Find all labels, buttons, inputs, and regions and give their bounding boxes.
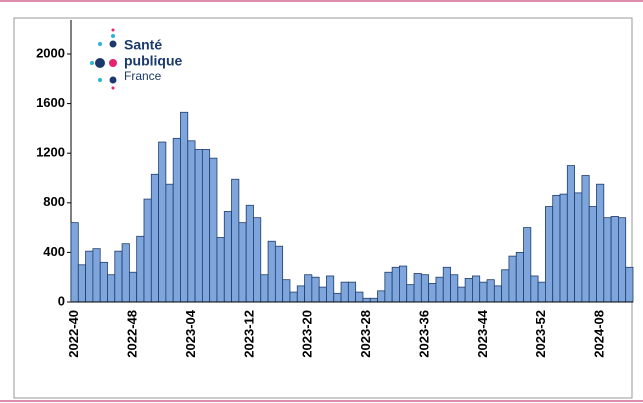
bar — [559, 193, 568, 303]
logo-text: publique — [124, 53, 183, 69]
bar — [158, 141, 167, 303]
bar — [267, 240, 276, 303]
y-tick-label: 0 — [58, 293, 65, 308]
bar — [355, 291, 364, 303]
bar — [574, 192, 583, 303]
x-tick-label: 2023-04 — [183, 309, 198, 357]
bar — [107, 274, 116, 303]
bar — [384, 271, 393, 303]
y-tick-label: 1600 — [36, 95, 65, 110]
bar — [472, 275, 481, 303]
bar — [479, 281, 488, 303]
bar — [70, 222, 79, 303]
bar — [274, 245, 284, 303]
y-tick-label: 2000 — [36, 45, 65, 60]
bar — [282, 279, 291, 303]
bar — [545, 206, 554, 303]
bar — [464, 278, 473, 303]
bar — [216, 237, 225, 303]
bar — [333, 292, 342, 303]
x-tick-label: 2022-48 — [124, 310, 139, 358]
bar — [304, 274, 313, 303]
bar — [391, 266, 400, 303]
x-tick-label: 2023-52 — [533, 310, 548, 358]
bar — [223, 211, 232, 303]
bar — [150, 173, 159, 303]
bar — [501, 269, 510, 303]
bar — [493, 285, 503, 303]
x-tick-label: 2023-28 — [358, 310, 373, 358]
bar — [625, 266, 634, 303]
bar — [450, 274, 459, 303]
bar — [85, 250, 94, 303]
bar — [566, 165, 576, 303]
bar — [435, 276, 444, 303]
bar — [238, 222, 247, 303]
logo-text: Santé — [124, 37, 162, 53]
bar — [377, 290, 386, 303]
bar — [610, 216, 619, 303]
bar — [399, 265, 408, 303]
bar — [231, 178, 240, 303]
bar — [413, 273, 422, 303]
logo: Santé publique France — [90, 28, 183, 90]
bar — [326, 275, 335, 303]
bar — [603, 217, 612, 303]
bar — [201, 149, 211, 303]
bar — [128, 271, 138, 303]
bar — [260, 274, 269, 303]
bar — [77, 264, 86, 303]
bar — [369, 297, 378, 303]
logo-text: France — [124, 69, 162, 83]
bar — [596, 183, 605, 303]
y-tick-label: 1200 — [36, 145, 65, 160]
bar — [296, 285, 305, 303]
bar — [618, 217, 627, 303]
x-tick-label: 2022-40 — [66, 310, 81, 358]
y-tick-label: 400 — [43, 244, 65, 259]
bar — [486, 279, 495, 303]
bar — [537, 281, 546, 303]
bar — [209, 157, 218, 303]
bar — [428, 282, 437, 303]
bar — [311, 276, 320, 303]
bar — [581, 175, 590, 303]
bar — [515, 251, 524, 303]
bar — [420, 274, 430, 303]
bar — [588, 206, 597, 303]
x-tick-label: 2024-08 — [592, 310, 607, 358]
bar — [347, 281, 357, 303]
bar — [245, 204, 254, 303]
y-tick-label: 800 — [43, 194, 65, 209]
bar — [552, 194, 561, 303]
x-tick-label: 2023-20 — [300, 310, 315, 358]
bar — [340, 281, 349, 303]
bar — [362, 297, 371, 303]
bar — [406, 284, 415, 303]
bar — [121, 243, 130, 303]
bar — [508, 255, 517, 303]
bar — [289, 291, 298, 303]
x-tick-label: 2023-44 — [475, 309, 490, 357]
bar — [457, 286, 466, 303]
bar — [253, 217, 262, 303]
bar — [143, 198, 152, 303]
bar — [114, 250, 123, 303]
bar — [442, 266, 451, 303]
bar — [194, 149, 203, 303]
x-tick-label: 2023-12 — [241, 310, 256, 358]
bar — [180, 111, 189, 303]
bar — [318, 286, 327, 303]
bar — [187, 140, 196, 303]
bar — [523, 227, 532, 303]
bar — [530, 275, 539, 303]
bar — [92, 248, 101, 303]
x-tick-label: 2023-36 — [416, 310, 431, 358]
bar — [172, 137, 181, 303]
bar — [99, 261, 108, 303]
bar — [136, 235, 145, 303]
bar — [165, 183, 174, 303]
frame — [13, 17, 633, 399]
